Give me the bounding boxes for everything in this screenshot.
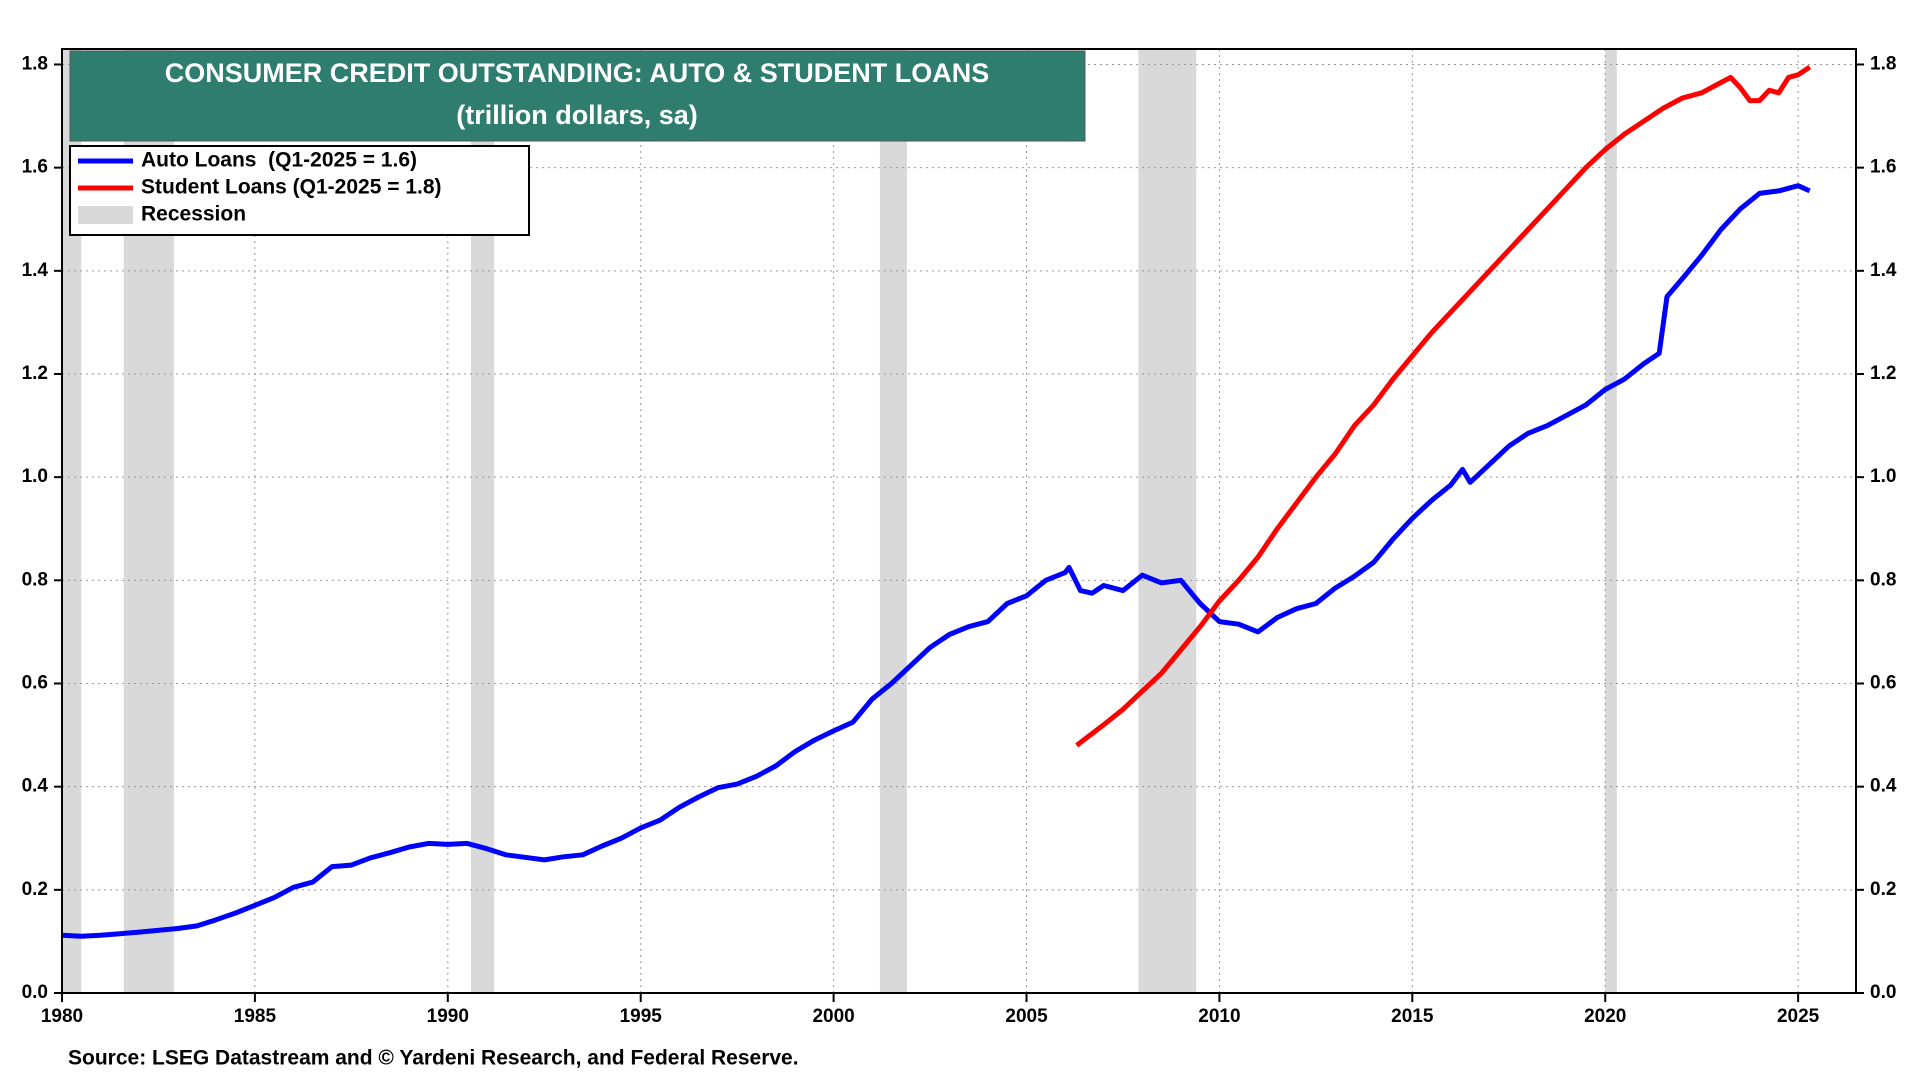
x-tick-label: 1980 — [41, 1006, 83, 1027]
source-note: Source: LSEG Datastream and © Yardeni Re… — [68, 1047, 799, 1070]
y-tick-label: 0.0 — [22, 982, 48, 1003]
legend-label: Auto Loans (Q1-2025 = 1.6) — [141, 149, 417, 172]
recession-band — [1138, 49, 1197, 993]
legend: Auto Loans (Q1-2025 = 1.6) Student Loans … — [69, 145, 530, 236]
y-tick-label: 0.6 — [22, 673, 48, 694]
y2-tick-label: 1.2 — [1870, 363, 1896, 384]
y2-tick-label: 1.4 — [1870, 260, 1897, 281]
recession-band — [470, 49, 495, 993]
y2-tick-label: 1.8 — [1870, 53, 1896, 74]
y2-tick-label: 0.2 — [1870, 879, 1896, 900]
chart-subtitle: (trillion dollars, sa) — [456, 100, 698, 130]
x-tick-label: 2000 — [812, 1006, 854, 1027]
line-layer — [61, 65, 1812, 939]
y-tick-label: 0.2 — [22, 879, 48, 900]
recession-band — [62, 49, 82, 993]
x-tick-label: 2005 — [1005, 1006, 1048, 1027]
y-tick-label: 0.8 — [22, 569, 48, 590]
x-tick-label: 1995 — [620, 1006, 663, 1027]
y-tick-label: 1.0 — [22, 466, 48, 487]
y2-tick-label: 0.4 — [1870, 776, 1897, 797]
y2-tick-label: 1.6 — [1870, 157, 1896, 178]
y-tick-label: 0.4 — [22, 776, 49, 797]
x-tick-label: 1990 — [427, 1006, 469, 1027]
x-tick-label: 2025 — [1777, 1006, 1820, 1027]
chart-title: CONSUMER CREDIT OUTSTANDING: AUTO & STUD… — [165, 58, 990, 88]
line-series — [61, 183, 1811, 939]
y-tick-label: 1.4 — [22, 260, 49, 281]
y-tick-label: 1.2 — [22, 363, 48, 384]
recession-layer — [62, 49, 1617, 993]
x-tick-label: 1985 — [234, 1006, 277, 1027]
line-series — [1075, 65, 1812, 748]
y2-tick-label: 1.0 — [1870, 466, 1896, 487]
x-tick-label: 2015 — [1391, 1006, 1434, 1027]
y2-tick-label: 0.8 — [1870, 569, 1896, 590]
legend-swatch — [78, 206, 133, 224]
recession-band — [879, 49, 907, 993]
plot-frame — [61, 48, 1857, 994]
x-tick-label: 2010 — [1198, 1006, 1240, 1027]
y-tick-label: 1.8 — [22, 53, 48, 74]
legend-label: Recession — [141, 203, 246, 226]
x-tick-label: 2020 — [1584, 1006, 1626, 1027]
title-box — [69, 50, 1086, 142]
legend-label: Student Loans (Q1-2025 = 1.8) — [141, 176, 442, 199]
y-tick-label: 1.6 — [22, 157, 48, 178]
recession-band — [1605, 49, 1617, 993]
legend-box — [69, 145, 530, 236]
y2-tick-label: 0.6 — [1870, 673, 1896, 694]
y2-tick-label: 0.0 — [1870, 982, 1896, 1003]
